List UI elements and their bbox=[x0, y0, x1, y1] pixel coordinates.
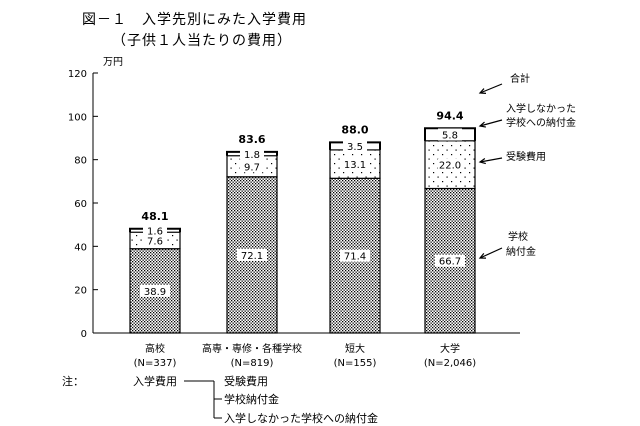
bar-segment bbox=[424, 127, 476, 141]
annotation-arrowhead bbox=[478, 121, 487, 128]
data-label-bg bbox=[343, 158, 367, 171]
y-tick-label: 40 bbox=[74, 242, 87, 253]
y-tick-label: 80 bbox=[74, 156, 87, 167]
note-item: 受験費用 bbox=[224, 375, 268, 388]
annotation-label: 学校 bbox=[508, 230, 528, 243]
data-label: 1.6 bbox=[147, 227, 163, 238]
annotation-arrow bbox=[479, 119, 503, 127]
annotation-arrowhead bbox=[478, 253, 487, 259]
data-label: 38.9 bbox=[144, 287, 166, 298]
x-tick-label: (N=819) bbox=[231, 358, 274, 369]
data-label: 13.1 bbox=[344, 160, 366, 171]
data-label-bg bbox=[343, 140, 367, 153]
x-tick-label: (N=155) bbox=[334, 358, 377, 369]
note-root: 入学費用 bbox=[133, 375, 177, 388]
total-label: 88.0 bbox=[341, 123, 368, 136]
annotation-label: 学校への納付金 bbox=[506, 116, 576, 129]
y-tick-label: 120 bbox=[68, 69, 87, 80]
data-label-bg bbox=[240, 147, 264, 160]
data-label-bg bbox=[143, 234, 167, 247]
data-label: 9.7 bbox=[244, 162, 260, 173]
annotation-label: 受験費用 bbox=[506, 150, 546, 163]
chart-subtitle: （子供１人当たりの費用） bbox=[112, 33, 292, 49]
data-label-bg bbox=[435, 254, 465, 267]
data-label: 71.4 bbox=[344, 252, 366, 263]
annotation-label: 合計 bbox=[510, 72, 530, 85]
data-label: 66.7 bbox=[439, 257, 461, 268]
data-label-bg bbox=[240, 160, 264, 173]
x-tick-label: 大学 bbox=[440, 342, 460, 355]
y-tick-label: 20 bbox=[74, 286, 87, 297]
total-label: 48.1 bbox=[141, 210, 168, 223]
x-tick-label: 高専・専修・各種学校 bbox=[202, 342, 302, 355]
data-label: 1.8 bbox=[244, 150, 260, 161]
total-label: 94.4 bbox=[436, 109, 463, 122]
x-tick-label: (N=2,046) bbox=[424, 358, 476, 369]
x-tick-label: 高校 bbox=[145, 342, 165, 355]
note-item: 入学しなかった学校への納付金 bbox=[224, 412, 378, 425]
y-tick-label: 100 bbox=[68, 112, 87, 123]
annotation-arrow bbox=[479, 157, 503, 163]
data-label-bg bbox=[143, 224, 167, 237]
y-tick-label: 60 bbox=[74, 199, 87, 210]
data-label-bg bbox=[237, 248, 267, 261]
y-unit-label: 万円 bbox=[103, 57, 123, 68]
data-label-bg bbox=[438, 158, 462, 171]
note-prefix: 注： bbox=[62, 375, 84, 388]
data-label-bg bbox=[340, 249, 370, 262]
note-bracket bbox=[184, 380, 222, 419]
annotation-arrow bbox=[479, 83, 503, 94]
data-label: 5.8 bbox=[442, 131, 458, 142]
annotation-arrowhead bbox=[478, 88, 487, 94]
data-label-bg bbox=[438, 128, 462, 141]
data-label: 3.5 bbox=[347, 142, 363, 153]
note-item: 学校納付金 bbox=[224, 393, 279, 406]
annotation-label: 納付金 bbox=[506, 245, 536, 258]
data-label: 72.1 bbox=[241, 251, 263, 262]
total-label: 83.6 bbox=[238, 133, 265, 146]
annotation-arrow bbox=[479, 247, 503, 259]
annotation-arrowhead bbox=[478, 157, 486, 165]
chart-title: 図－１ 入学先別にみた入学費用 bbox=[82, 12, 307, 28]
y-tick-label: 0 bbox=[81, 329, 87, 340]
x-tick-label: (N=337) bbox=[134, 358, 177, 369]
bars: 38.9 7.61.6 48.1 高校 (N=337) 72.1 9.71.8 83.6 高専・… bbox=[129, 109, 476, 369]
bar-segment bbox=[329, 149, 381, 179]
data-label-bg bbox=[140, 284, 170, 297]
data-label: 22.0 bbox=[439, 161, 461, 172]
data-label: 7.6 bbox=[147, 236, 163, 247]
annotation-label: 入学しなかった bbox=[506, 102, 576, 115]
x-tick-label: 短大 bbox=[345, 342, 365, 355]
